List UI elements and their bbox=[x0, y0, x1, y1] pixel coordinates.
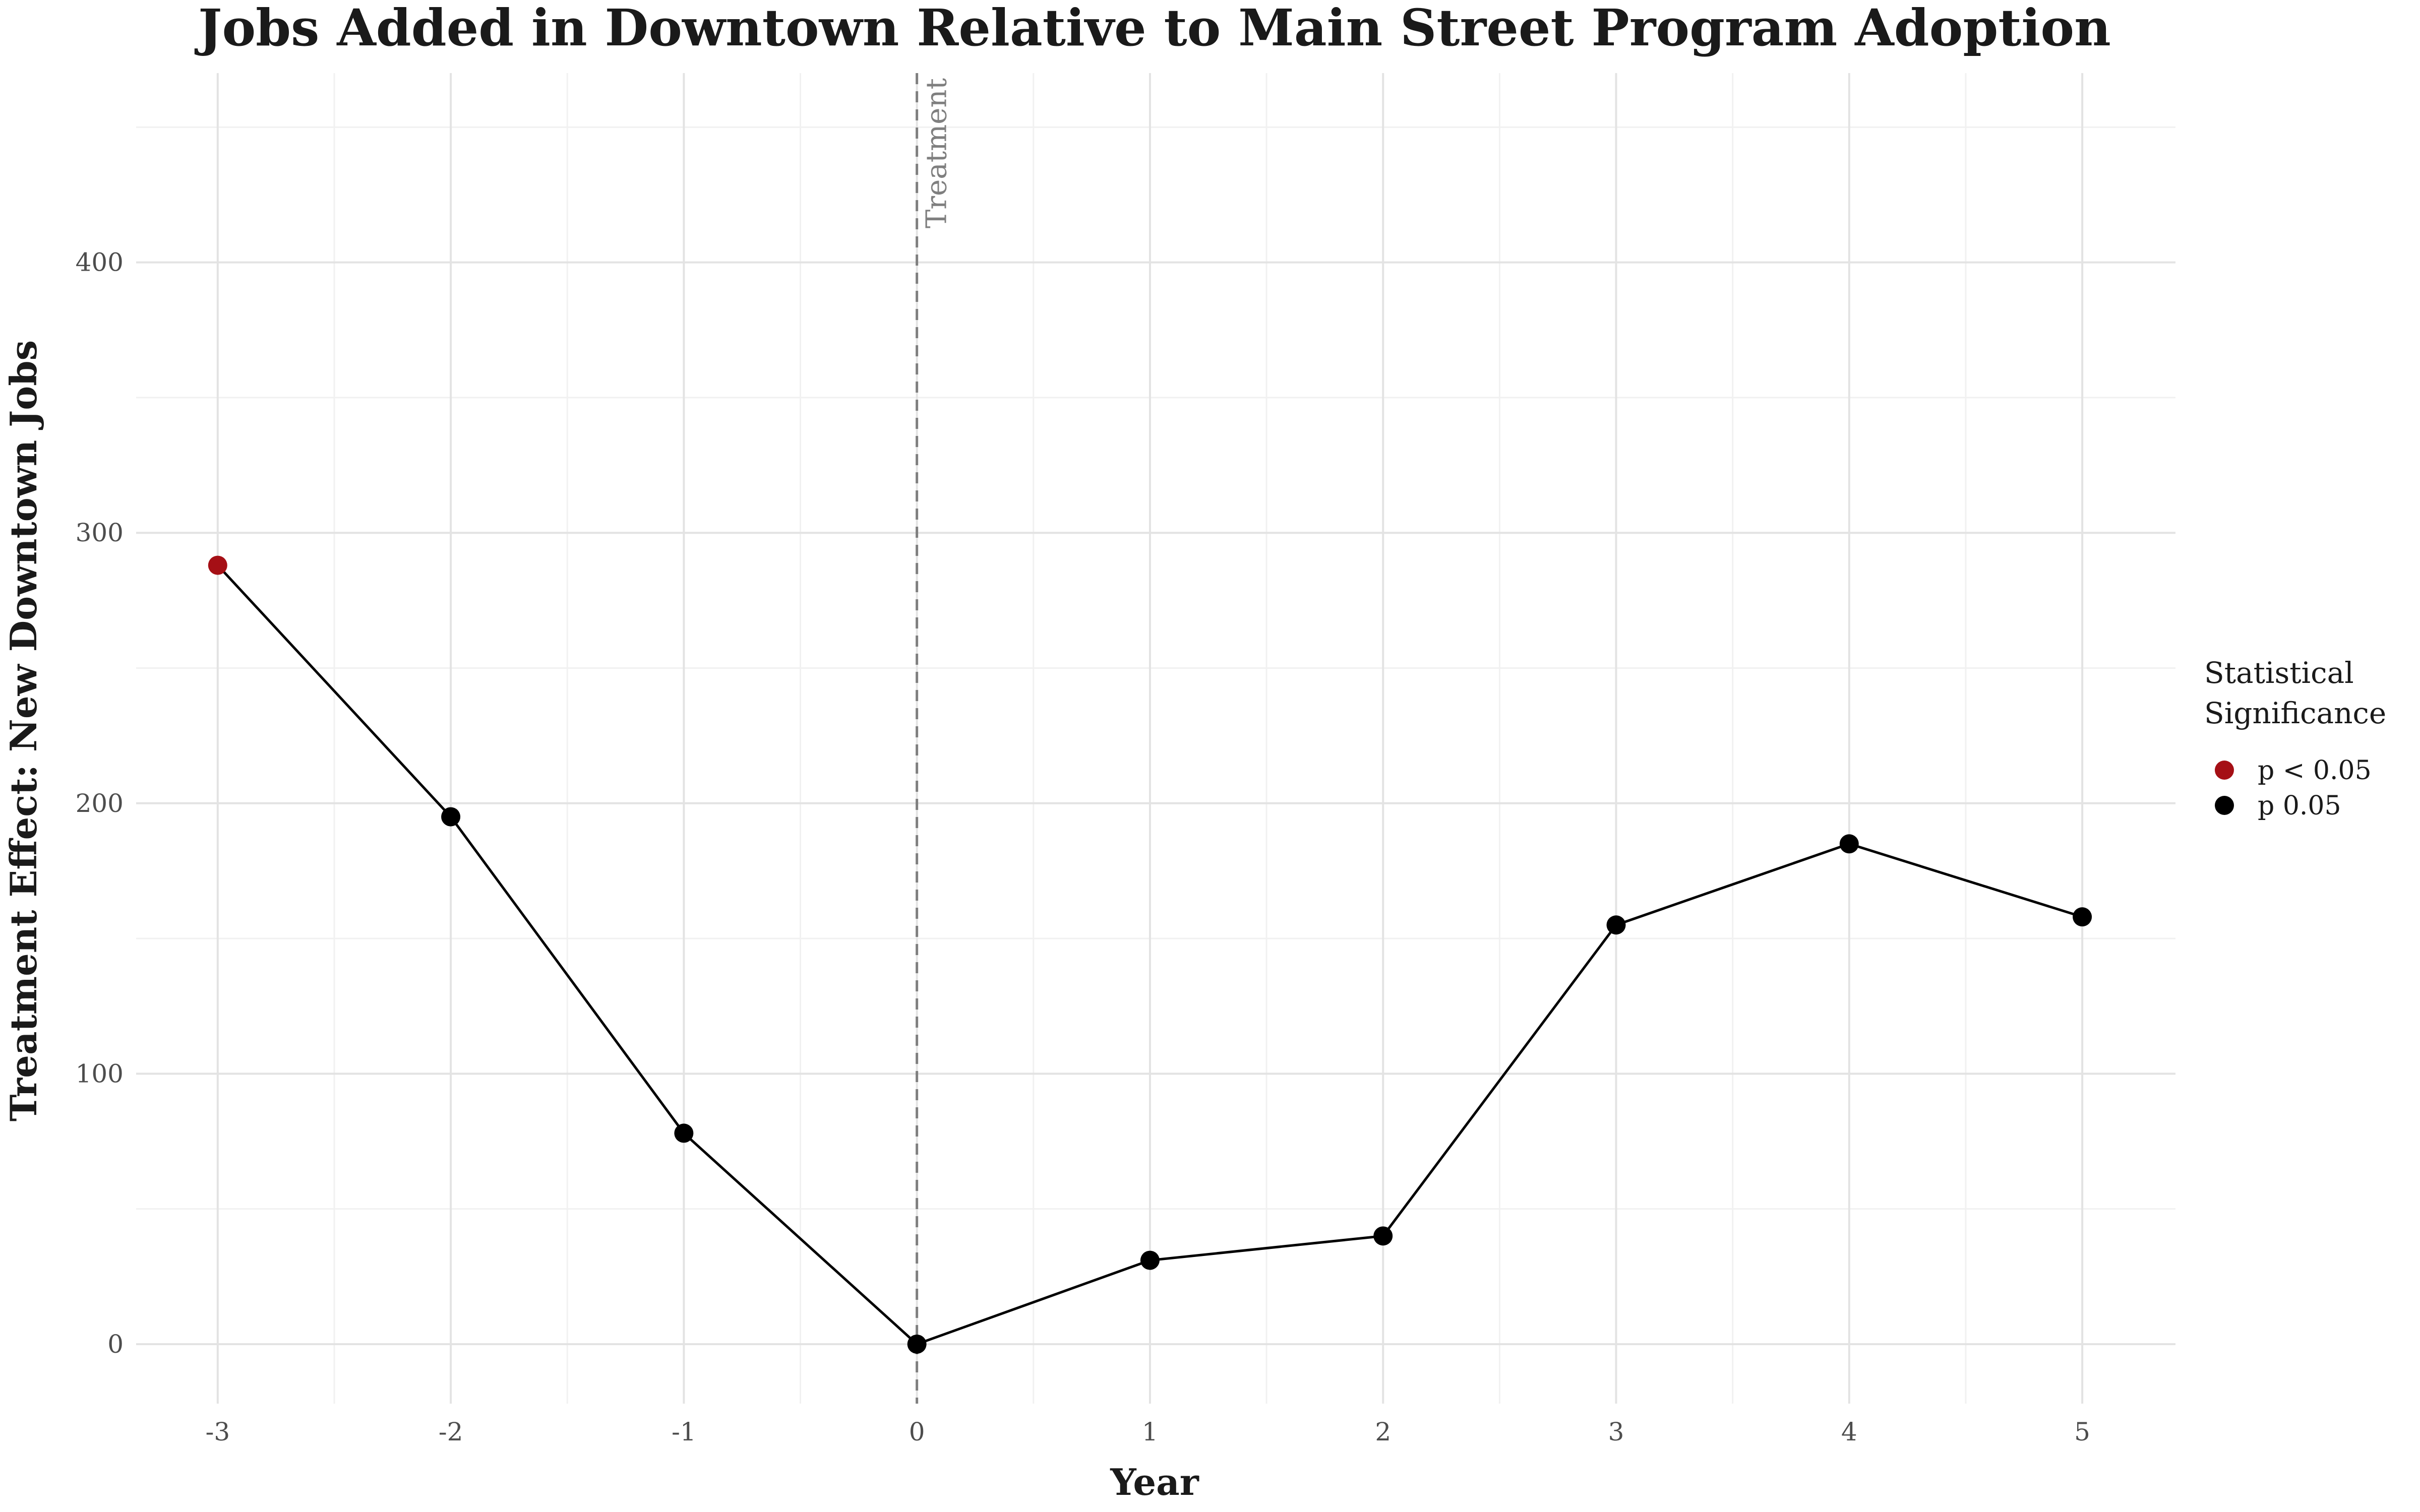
data-point bbox=[1140, 1250, 1160, 1270]
x-axis-title: Year bbox=[1110, 1461, 1199, 1503]
data-point bbox=[1839, 834, 1859, 854]
legend-title-line-2: Significance bbox=[2204, 696, 2386, 730]
data-point bbox=[674, 1123, 694, 1143]
data-point bbox=[1606, 915, 1626, 935]
data-point bbox=[441, 807, 461, 827]
data-point bbox=[907, 1334, 927, 1354]
y-tick-label: 200 bbox=[76, 789, 124, 818]
data-point bbox=[1373, 1226, 1393, 1246]
y-tick-label: 0 bbox=[107, 1330, 124, 1359]
legend-title-line-1: Statistical bbox=[2204, 656, 2354, 690]
data-points bbox=[208, 555, 2092, 1354]
x-tick-label: -3 bbox=[205, 1417, 230, 1446]
data-point bbox=[2073, 907, 2092, 927]
grid bbox=[136, 73, 2175, 1404]
x-tick-label: -1 bbox=[672, 1417, 696, 1446]
x-tick-label: 2 bbox=[1375, 1417, 1391, 1446]
x-tick-label: 3 bbox=[1608, 1417, 1624, 1446]
x-tick-label: 1 bbox=[1142, 1417, 1158, 1446]
tick-labels: -3 -2 -1 0 1 2 3 4 5 0 100 200 300 400 bbox=[76, 248, 2090, 1446]
legend: Statistical Significance p < 0.05 p 0.05 bbox=[2204, 656, 2386, 821]
legend-label: p < 0.05 bbox=[2258, 755, 2372, 786]
y-tick-label: 400 bbox=[76, 248, 124, 277]
y-tick-label: 300 bbox=[76, 518, 124, 547]
chart-title: Jobs Added in Downtown Relative to Main … bbox=[194, 0, 2111, 57]
legend-label: p 0.05 bbox=[2258, 791, 2341, 821]
x-tick-label: 5 bbox=[2074, 1417, 2090, 1446]
y-axis-title: Treatment Effect: New Downtown Jobs bbox=[2, 340, 45, 1121]
x-tick-label: 0 bbox=[909, 1417, 925, 1446]
legend-key bbox=[2215, 761, 2234, 780]
treatment-annotation: Treatment bbox=[916, 73, 953, 1404]
x-tick-label: -2 bbox=[439, 1417, 463, 1446]
treatment-label: Treatment bbox=[921, 78, 953, 228]
legend-key bbox=[2215, 796, 2234, 815]
y-tick-label: 100 bbox=[76, 1059, 124, 1088]
x-tick-label: 4 bbox=[1841, 1417, 1857, 1446]
data-point bbox=[208, 555, 227, 575]
